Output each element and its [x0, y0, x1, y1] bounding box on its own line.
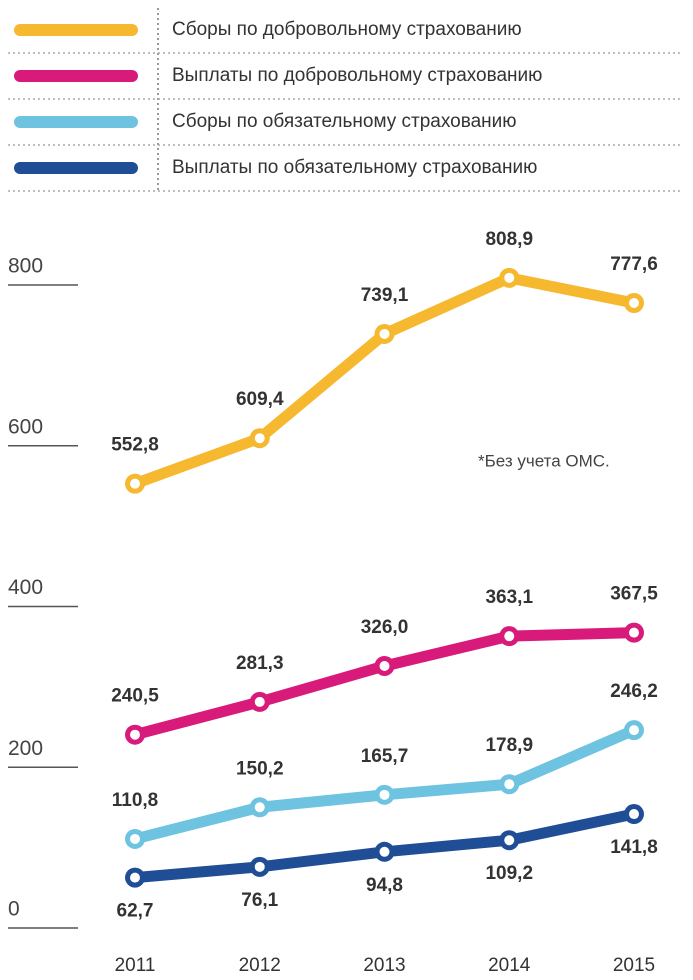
point-center	[254, 802, 265, 813]
point-center	[504, 631, 515, 642]
value-label: 109,2	[485, 863, 533, 884]
series-line	[133, 627, 635, 741]
y-tick-label: 200	[8, 737, 43, 760]
point-center	[130, 833, 140, 844]
point-center	[629, 627, 639, 638]
legend-label: Сборы по обязательному страхованию	[172, 111, 517, 132]
value-label: 246,2	[610, 681, 658, 702]
value-label: 552,8	[111, 435, 159, 456]
value-label: 609,4	[236, 389, 284, 410]
value-label: 141,8	[610, 837, 658, 858]
value-label: 777,6	[610, 254, 658, 275]
point-center	[130, 729, 140, 740]
x-tick-label: 2013	[363, 955, 405, 976]
point-center	[504, 835, 515, 846]
point-center	[130, 478, 140, 489]
value-label: 178,9	[485, 735, 533, 756]
legend-label: Выплаты по обязательному страхованию	[172, 157, 537, 178]
point-center	[629, 809, 639, 820]
value-label: 326,0	[361, 617, 409, 638]
x-tick-label: 2014	[488, 955, 531, 976]
x-tick-label: 2015	[613, 955, 655, 976]
legend-label: Сборы по добровольному страхованию	[172, 19, 522, 40]
point-center	[379, 789, 390, 800]
value-label: 150,2	[236, 758, 284, 779]
point-center	[379, 846, 390, 857]
value-label: 110,8	[112, 790, 159, 811]
y-tick-label: 400	[8, 576, 43, 599]
value-label: 165,7	[361, 746, 409, 767]
point-center	[130, 872, 140, 883]
point-center	[504, 779, 515, 790]
value-label: 363,1	[485, 587, 533, 608]
point-center	[254, 696, 265, 707]
y-tick-label: 0	[8, 898, 20, 921]
point-center	[629, 725, 639, 736]
x-tick-label: 2011	[115, 955, 156, 976]
point-center	[504, 272, 515, 283]
value-label: 240,5	[111, 686, 159, 707]
point-center	[629, 298, 639, 309]
point-center	[379, 328, 390, 339]
value-label: 367,5	[610, 584, 658, 605]
value-label: 808,9	[485, 229, 533, 250]
x-tick-label: 2012	[239, 955, 281, 976]
value-label: 281,3	[236, 653, 284, 674]
y-tick-label: 800	[8, 255, 43, 278]
point-center	[254, 861, 265, 872]
point-center	[379, 660, 390, 671]
point-center	[254, 433, 265, 444]
value-label: 62,7	[117, 901, 154, 922]
value-label: 739,1	[361, 285, 409, 306]
annotation: *Без учета ОМС.	[478, 451, 610, 470]
value-label: 94,8	[366, 875, 403, 896]
value-label: 76,1	[241, 890, 278, 911]
y-tick-label: 600	[8, 415, 43, 438]
legend-label: Выплаты по добровольному страхованию	[172, 65, 542, 86]
